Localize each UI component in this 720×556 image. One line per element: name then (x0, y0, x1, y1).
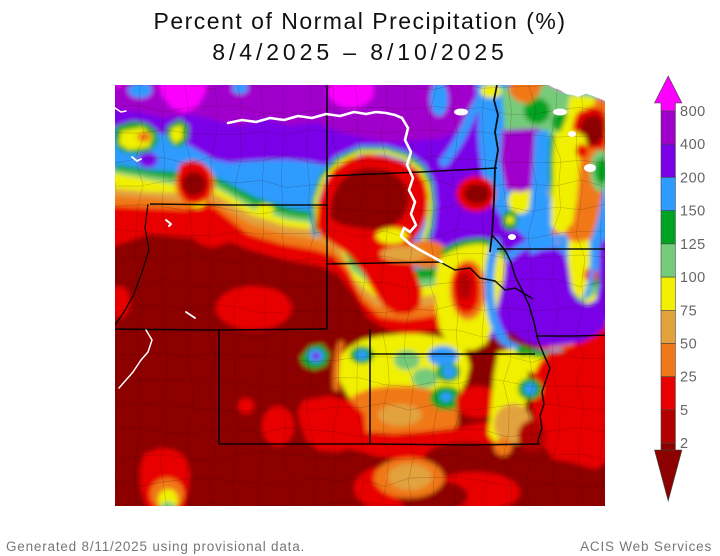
svg-text:ACIS Web Services: ACIS Web Services (580, 539, 712, 554)
svg-text:50: 50 (680, 337, 697, 353)
svg-text:400: 400 (680, 137, 706, 153)
svg-text:800: 800 (680, 104, 706, 120)
svg-text:125: 125 (680, 237, 706, 253)
svg-text:2: 2 (680, 436, 689, 452)
svg-text:200: 200 (680, 170, 706, 186)
svg-text:75: 75 (680, 303, 697, 319)
svg-text:Percent of Normal Precipitatio: Percent of Normal Precipitation (%) (154, 8, 567, 34)
svg-text:5: 5 (680, 403, 689, 419)
svg-text:100: 100 (680, 270, 706, 286)
svg-text:150: 150 (680, 204, 706, 220)
svg-text:8/4/2025 – 8/10/2025: 8/4/2025 – 8/10/2025 (212, 39, 507, 65)
svg-text:25: 25 (680, 370, 697, 386)
svg-text:Generated 8/11/2025 using prov: Generated 8/11/2025 using provisional da… (6, 539, 305, 554)
